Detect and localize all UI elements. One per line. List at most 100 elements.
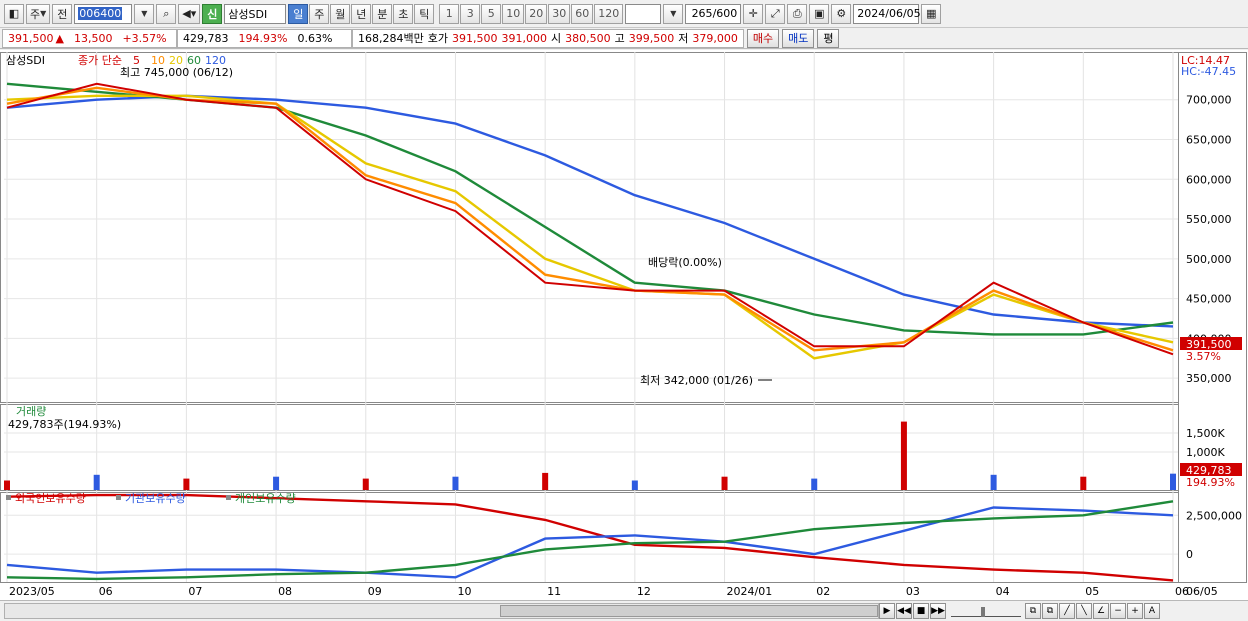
- low-label: 저: [678, 32, 689, 45]
- print-icon[interactable]: ⎙: [787, 3, 808, 24]
- quote-bar: 391,500 ▲ 13,500 +3.57% 429,783 194.93% …: [0, 28, 1248, 49]
- volume-bar: [1080, 476, 1087, 490]
- stock-code-input[interactable]: 006400: [74, 3, 133, 24]
- open-label: 시: [550, 32, 562, 45]
- line-tool-icon[interactable]: ╱: [1059, 603, 1075, 619]
- current-price-marker: [1180, 337, 1242, 350]
- interval-button-1[interactable]: 1: [439, 3, 460, 24]
- play-icon[interactable]: ▶: [879, 603, 895, 619]
- trend-tool-icon[interactable]: ╲: [1076, 603, 1092, 619]
- period-button-4[interactable]: 분: [372, 3, 393, 24]
- x-tick-label: 07: [188, 585, 202, 598]
- period-button-5[interactable]: 초: [393, 3, 414, 24]
- trade-amount: 168,284백만: [358, 32, 424, 45]
- interval-button-5[interactable]: 5: [481, 3, 502, 24]
- interval-button-60[interactable]: 60: [571, 3, 594, 24]
- window-icon[interactable]: ◧: [4, 3, 24, 24]
- ma-legend-120: 120: [205, 54, 226, 67]
- x-tick-label: 2023/05: [9, 585, 55, 598]
- price-tick-label: 450,000: [1186, 293, 1232, 306]
- data-count-value: 265: [691, 7, 713, 20]
- chart-area[interactable]: 2023/05 06 07 08 09 10 11 12 2024/01 02 03 04 05 06 06…: [0, 50, 1248, 600]
- text-tool-icon[interactable]: A: [1144, 603, 1160, 619]
- x-tick-label: 2024/01: [727, 585, 773, 598]
- search-icon[interactable]: ⌕: [156, 3, 177, 24]
- x-tick-label: 08: [278, 585, 292, 598]
- price-change: 13,500: [73, 31, 113, 45]
- save-icon[interactable]: ▣: [809, 3, 830, 24]
- volume-ratio: 194.93%: [238, 31, 288, 45]
- up-arrow-icon: ▲: [55, 31, 64, 45]
- interval-dropdown-button[interactable]: ▼: [663, 3, 684, 24]
- interval-button-20[interactable]: 20: [525, 3, 548, 24]
- zoom-in-icon[interactable]: +: [1127, 603, 1143, 619]
- price-axis-frame: [1178, 52, 1247, 583]
- ma-legend-20: 20: [169, 54, 183, 67]
- stop-icon[interactable]: ■: [913, 603, 929, 619]
- zoom-out-icon[interactable]: −: [1110, 603, 1126, 619]
- calendar-icon[interactable]: ▦: [921, 3, 942, 24]
- zoom-slider[interactable]: [951, 605, 1021, 617]
- period-button-1[interactable]: 주: [309, 3, 330, 24]
- x-axis-right-label: 06/05: [1186, 585, 1218, 598]
- ma-line-20: [6, 94, 1174, 360]
- buy-button[interactable]: 매수: [746, 28, 780, 48]
- interval-custom-input[interactable]: [625, 3, 662, 24]
- crosshair-icon[interactable]: ✛: [743, 3, 764, 24]
- holding-tick-label: 0: [1186, 548, 1193, 561]
- current-price-label: 391,500: [1186, 338, 1232, 351]
- period-button-0[interactable]: 일: [288, 3, 309, 24]
- eval-button[interactable]: 평: [817, 28, 840, 48]
- period-button-3[interactable]: 년: [351, 3, 372, 24]
- fast-forward-icon[interactable]: ▶▶: [930, 603, 946, 619]
- low-price: 379,000: [692, 31, 738, 45]
- stock-name-tag: 삼성SDI: [6, 54, 45, 67]
- restore-icon[interactable]: ⧉: [1042, 603, 1058, 619]
- holding-legend-1: 기관보유수량: [125, 492, 186, 505]
- volume-current-marker: [1180, 463, 1242, 476]
- zoom-slider-handle[interactable]: [981, 607, 985, 617]
- period-select[interactable]: 주 ▼: [26, 3, 51, 24]
- copy-icon[interactable]: ⧉: [1025, 603, 1041, 619]
- volume-bar: [631, 480, 638, 490]
- interval-button-120[interactable]: 120: [594, 3, 624, 24]
- period-button-2[interactable]: 월: [330, 3, 351, 24]
- stock-name-field[interactable]: 삼성SDI: [224, 3, 287, 24]
- data-count-field[interactable]: 265/600: [685, 3, 742, 24]
- scrollbar-thumb[interactable]: [500, 605, 878, 617]
- sell-button[interactable]: 매도: [782, 28, 815, 48]
- price-tick-label: 600,000: [1186, 173, 1232, 186]
- rewind-icon[interactable]: ◀◀: [896, 603, 912, 619]
- open-price: 380,500: [565, 31, 611, 45]
- new-listing-badge: 신: [202, 3, 223, 24]
- gear-icon[interactable]: ⚙: [831, 3, 852, 24]
- high-price: 399,500: [628, 31, 675, 45]
- holding-legend-marker: [226, 495, 231, 500]
- price-tick-label: 700,000: [1186, 94, 1232, 107]
- x-tick-label: 02: [816, 585, 830, 598]
- code-dropdown-button[interactable]: ▼: [134, 3, 155, 24]
- jeon-button[interactable]: 전: [52, 3, 73, 24]
- period-button-6[interactable]: 틱: [414, 3, 435, 24]
- chevron-down-icon: ▼: [670, 9, 677, 18]
- draw-tool-icon[interactable]: ⤢: [765, 3, 786, 24]
- low-annotation: 최저 342,000 (01/26): [640, 374, 753, 387]
- high-annotation: 최고 745,000 (06/12): [120, 66, 233, 79]
- x-tick-label: 11: [547, 585, 561, 598]
- volume-bar: [362, 478, 369, 490]
- stock-chart[interactable]: 2023/05 06 07 08 09 10 11 12 2024/01 02 03 04 05 0606…: [0, 50, 1248, 600]
- interval-button-10[interactable]: 10: [502, 3, 525, 24]
- high-label: 고: [614, 32, 625, 45]
- date-field[interactable]: 2024/06/05: [853, 3, 921, 24]
- interval-button-3[interactable]: 3: [460, 3, 481, 24]
- holding-line-2: [6, 500, 1174, 581]
- period-select-label: 주: [30, 7, 41, 21]
- horizontal-scrollbar[interactable]: [4, 603, 879, 619]
- volume-box: 429,783 194.93% 0.63%: [177, 28, 352, 48]
- volume-bar: [811, 478, 818, 490]
- speaker-icon[interactable]: ◀▾: [178, 3, 201, 24]
- holding-legend-0: 외국인보유수량: [15, 492, 86, 505]
- interval-button-30[interactable]: 30: [548, 3, 571, 24]
- angle-tool-icon[interactable]: ∠: [1093, 603, 1109, 619]
